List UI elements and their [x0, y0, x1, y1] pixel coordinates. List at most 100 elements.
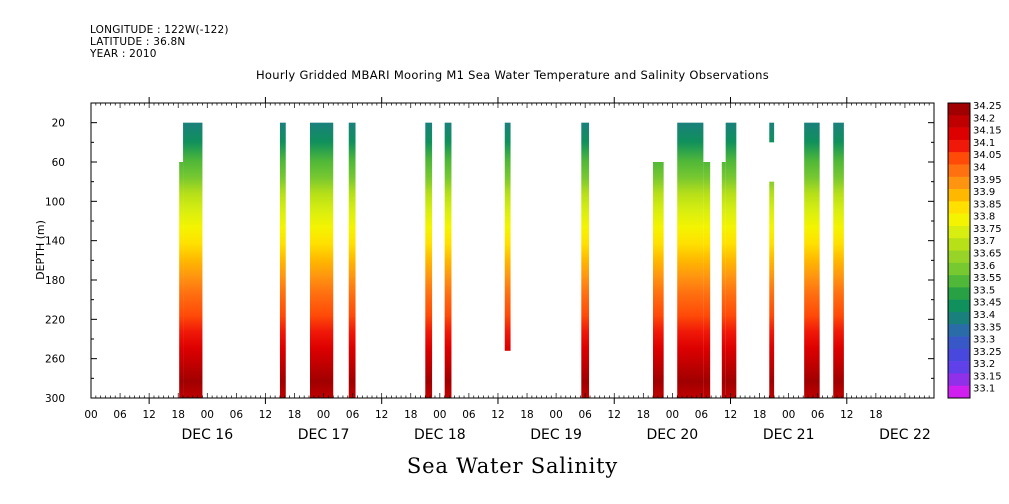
x-tick-label: 06: [695, 409, 709, 421]
colorbar-label: 33.65: [973, 249, 1002, 260]
y-tick-label: 180: [45, 275, 65, 287]
colorbar-label: 33.55: [973, 273, 1002, 284]
colorbar-label: 33.95: [973, 175, 1002, 186]
colorbar-label: 34.25: [973, 101, 1002, 112]
x-day-label: DEC 22: [879, 427, 931, 443]
latitude-label: LATITUDE : 36.8N: [90, 36, 186, 48]
colorbar-swatch: [948, 213, 970, 227]
x-tick-label: 12: [142, 409, 155, 421]
y-tick-label: 60: [52, 157, 65, 169]
colorbar-label: 33.4: [973, 310, 995, 321]
data-column: [444, 122, 452, 399]
colorbar-swatch: [948, 127, 970, 141]
y-tick-label: 220: [45, 314, 65, 326]
x-tick-label: 12: [608, 409, 621, 421]
year-label: YEAR : 2010: [90, 48, 157, 60]
y-tick-label: 20: [52, 118, 65, 130]
x-tick-label: 18: [520, 409, 533, 421]
y-tick-label: 260: [45, 354, 65, 366]
colorbar-swatch: [948, 336, 970, 350]
x-tick-label: 00: [666, 409, 679, 421]
x-tick-label: 06: [462, 409, 476, 421]
colorbar-swatch: [948, 275, 970, 288]
colorbar-label: 33.6: [973, 261, 995, 272]
colorbar-label: 34.2: [973, 113, 995, 124]
colorbar-swatch: [948, 348, 970, 362]
x-tick-label: 12: [259, 409, 272, 421]
x-tick-label: 06: [230, 409, 244, 421]
y-tick-label: 140: [45, 236, 65, 248]
colorbar-label: 34: [973, 162, 986, 173]
x-tick-label: 00: [317, 409, 330, 421]
colorbar-frame: [947, 102, 971, 399]
data-column: [833, 122, 844, 399]
data-column: [677, 122, 704, 399]
colorbar-label: 33.85: [973, 199, 1002, 210]
colorbar-label: 34.15: [973, 126, 1002, 137]
colorbar-swatch: [948, 311, 970, 325]
colorbar-swatch: [948, 139, 970, 153]
colorbar-label: 34.05: [973, 150, 1002, 161]
colorbar-swatch: [948, 189, 970, 202]
x-tick-label: 18: [637, 409, 650, 421]
x-tick-label: 12: [375, 409, 388, 421]
y-tick-label: 100: [45, 196, 65, 208]
colorbar-label: 33.45: [973, 298, 1002, 309]
colorbar-swatch: [948, 324, 970, 337]
colorbar-swatch: [948, 176, 970, 190]
colorbar-swatch: [948, 287, 970, 300]
colorbar-swatch: [948, 361, 970, 374]
x-day-label: DEC 18: [414, 427, 466, 443]
x-tick-label: 18: [404, 409, 417, 421]
data-column: [769, 122, 775, 143]
x-tick-label: 12: [491, 409, 504, 421]
colorbar-swatch: [948, 385, 970, 399]
data-column: [653, 162, 664, 398]
colorbar-swatch: [948, 373, 970, 387]
y-axis-label: DEPTH (m): [34, 220, 47, 280]
data-column: [309, 122, 334, 399]
y-tick-label: 300: [45, 393, 65, 405]
x-tick-label: 18: [288, 409, 301, 421]
x-tick-label: 18: [753, 409, 766, 421]
x-tick-label: 12: [724, 409, 737, 421]
x-day-label: DEC 16: [181, 427, 233, 443]
longitude-label: LONGITUDE : 122W(-122): [90, 24, 229, 36]
colorbar-swatch: [948, 299, 970, 313]
x-tick-label: 00: [782, 409, 795, 421]
data-column: [348, 122, 356, 399]
data-column: [725, 122, 737, 399]
x-tick-label: 12: [840, 409, 853, 421]
colorbar-swatch: [948, 115, 970, 128]
x-tick-label: 06: [113, 409, 127, 421]
colorbar-label: 34.1: [973, 138, 995, 149]
x-day-label: DEC 17: [298, 427, 350, 443]
colorbar-label: 33.25: [973, 347, 1002, 358]
data-column: [804, 122, 820, 399]
colorbar-label: 33.7: [973, 236, 995, 247]
colorbar-swatch: [948, 238, 970, 251]
colorbar-swatch: [948, 225, 970, 239]
data-column: [703, 162, 711, 398]
data-column: [179, 162, 184, 398]
colorbar-swatch: [948, 262, 970, 276]
x-day-label: DEC 19: [530, 427, 582, 443]
x-tick-label: 00: [84, 409, 97, 421]
colorbar-label: 33.75: [973, 224, 1002, 235]
colorbar-swatch: [948, 164, 970, 178]
data-column: [769, 181, 775, 398]
data-column: [581, 122, 590, 399]
colorbar-label: 33.9: [973, 187, 995, 198]
data-column: [279, 122, 286, 399]
colorbar-label: 33.1: [973, 384, 995, 395]
colorbar-label: 33.5: [973, 285, 995, 296]
colorbar-label: 33.8: [973, 212, 995, 223]
x-tick-label: 06: [811, 409, 825, 421]
chart-title: Hourly Gridded MBARI Mooring M1 Sea Wate…: [255, 68, 770, 82]
colorbar-label: 33.15: [973, 371, 1002, 382]
data-column: [425, 122, 433, 399]
data-column: [183, 122, 203, 399]
x-tick-label: 00: [433, 409, 446, 421]
data-column: [721, 162, 726, 398]
